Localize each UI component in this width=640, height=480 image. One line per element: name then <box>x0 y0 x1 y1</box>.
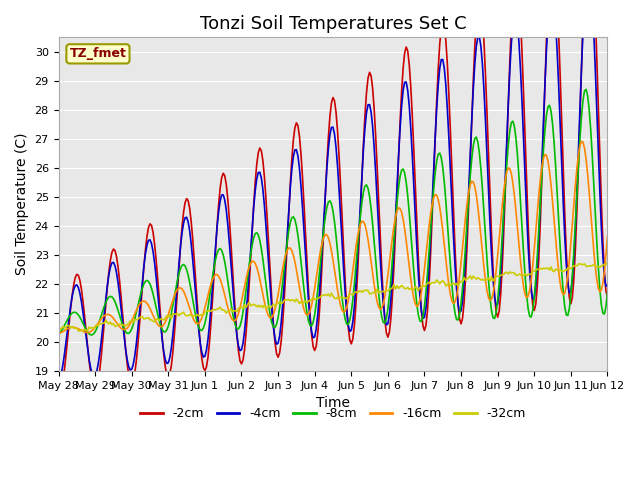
-8cm <box>158 327 166 333</box>
-32cm <box>369 289 376 295</box>
-16cm <box>604 233 611 239</box>
Y-axis label: Soil Temperature (C): Soil Temperature (C) <box>15 133 29 276</box>
-32cm <box>387 286 395 292</box>
-32cm <box>158 316 166 322</box>
-2cm <box>604 294 611 300</box>
-16cm <box>157 324 164 330</box>
-2cm <box>536 218 544 224</box>
-2cm <box>70 281 77 287</box>
-4cm <box>70 287 77 292</box>
-2cm <box>397 89 405 95</box>
Line: -8cm: -8cm <box>58 89 607 335</box>
-4cm <box>397 103 405 109</box>
-2cm <box>157 316 164 322</box>
-2cm <box>385 329 393 335</box>
-32cm <box>538 266 546 272</box>
-8cm <box>369 221 376 227</box>
-4cm <box>54 379 62 385</box>
X-axis label: Time: Time <box>316 396 350 410</box>
Line: -32cm: -32cm <box>58 263 607 331</box>
-8cm <box>538 172 546 178</box>
Title: Tonzi Soil Temperatures Set C: Tonzi Soil Temperatures Set C <box>200 15 467 33</box>
-2cm <box>367 73 375 79</box>
-8cm <box>387 276 395 282</box>
-8cm <box>604 289 611 295</box>
-4cm <box>385 312 393 318</box>
-16cm <box>385 260 393 265</box>
-16cm <box>367 259 375 264</box>
-2cm <box>54 395 62 400</box>
-32cm <box>54 327 62 333</box>
-4cm <box>157 323 164 328</box>
Line: -4cm: -4cm <box>58 0 607 382</box>
-4cm <box>536 199 544 205</box>
Line: -2cm: -2cm <box>58 0 607 397</box>
-16cm <box>397 209 405 215</box>
-4cm <box>604 282 611 288</box>
-16cm <box>578 138 586 144</box>
-8cm <box>88 332 96 338</box>
-16cm <box>54 331 62 336</box>
-8cm <box>582 86 590 92</box>
-8cm <box>399 166 407 172</box>
-16cm <box>536 177 544 182</box>
-16cm <box>70 324 77 330</box>
Line: -16cm: -16cm <box>58 141 607 334</box>
Legend: -2cm, -4cm, -8cm, -16cm, -32cm: -2cm, -4cm, -8cm, -16cm, -32cm <box>135 402 531 425</box>
-8cm <box>70 310 77 315</box>
-8cm <box>54 332 62 337</box>
-32cm <box>604 260 611 265</box>
-4cm <box>367 109 375 115</box>
-32cm <box>70 325 77 331</box>
-32cm <box>76 328 84 334</box>
Text: TZ_fmet: TZ_fmet <box>70 48 126 60</box>
-32cm <box>399 284 407 290</box>
